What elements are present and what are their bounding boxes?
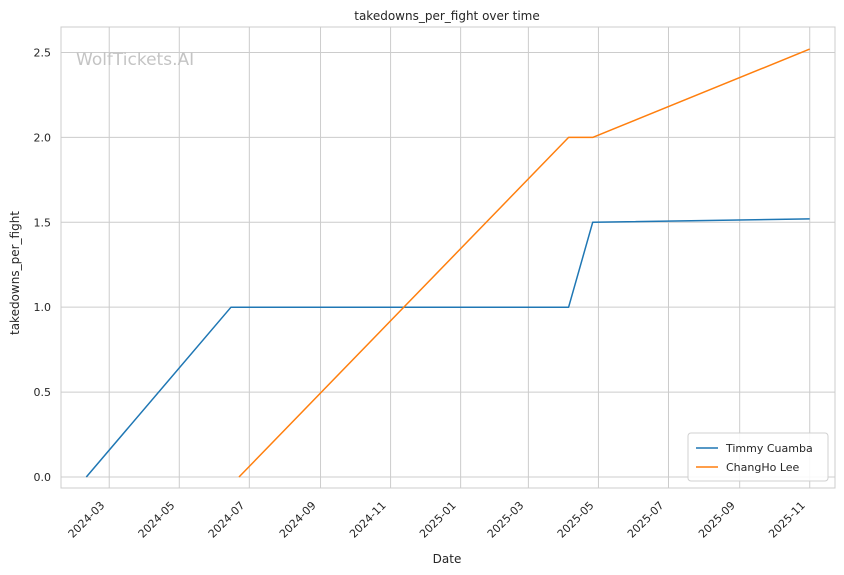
- legend: Timmy Cuamba ChangHo Lee: [687, 432, 829, 482]
- legend-entry: ChangHo Lee: [726, 461, 800, 474]
- x-axis-ticks: 2024-03 2024-05 2024-07 2024-09 2024-11 2025-…: [66, 499, 808, 541]
- legend-entry: Timmy Cuamba: [725, 442, 813, 455]
- x-tick-label: 2024-03: [66, 499, 108, 541]
- x-tick-label: 2024-11: [347, 499, 389, 541]
- chart-title: takedowns_per_fight over time: [354, 9, 540, 23]
- x-tick-label: 2025-05: [555, 499, 597, 541]
- y-axis-ticks: 0.0 0.5 1.0 1.5 2.0 2.5: [34, 46, 52, 483]
- y-tick-label: 1.0: [34, 301, 52, 314]
- plot-area: [60, 26, 836, 489]
- grid: [61, 27, 835, 488]
- legend-box: [687, 432, 829, 482]
- y-tick-label: 0.5: [34, 386, 52, 399]
- x-tick-label: 2025-09: [696, 499, 738, 541]
- x-tick-label: 2024-09: [277, 499, 319, 541]
- series-line: [238, 48, 810, 478]
- x-axis-label: Date: [433, 552, 462, 566]
- x-tick-label: 2024-07: [206, 499, 248, 541]
- x-tick-label: 2025-11: [766, 499, 808, 541]
- series-lines: [85, 48, 810, 478]
- y-tick-label: 2.0: [34, 131, 52, 144]
- y-tick-label: 0.0: [34, 471, 52, 484]
- x-tick-label: 2024-05: [136, 499, 178, 541]
- y-tick-label: 1.5: [34, 216, 52, 229]
- x-tick-label: 2025-01: [417, 499, 459, 541]
- x-tick-label: 2025-07: [625, 499, 667, 541]
- series-line: [85, 218, 810, 478]
- y-tick-label: 2.5: [34, 46, 52, 59]
- x-tick-label: 2025-03: [485, 499, 527, 541]
- watermark: WolfTickets.AI: [76, 50, 194, 70]
- y-axis-label: takedowns_per_fight: [8, 211, 22, 335]
